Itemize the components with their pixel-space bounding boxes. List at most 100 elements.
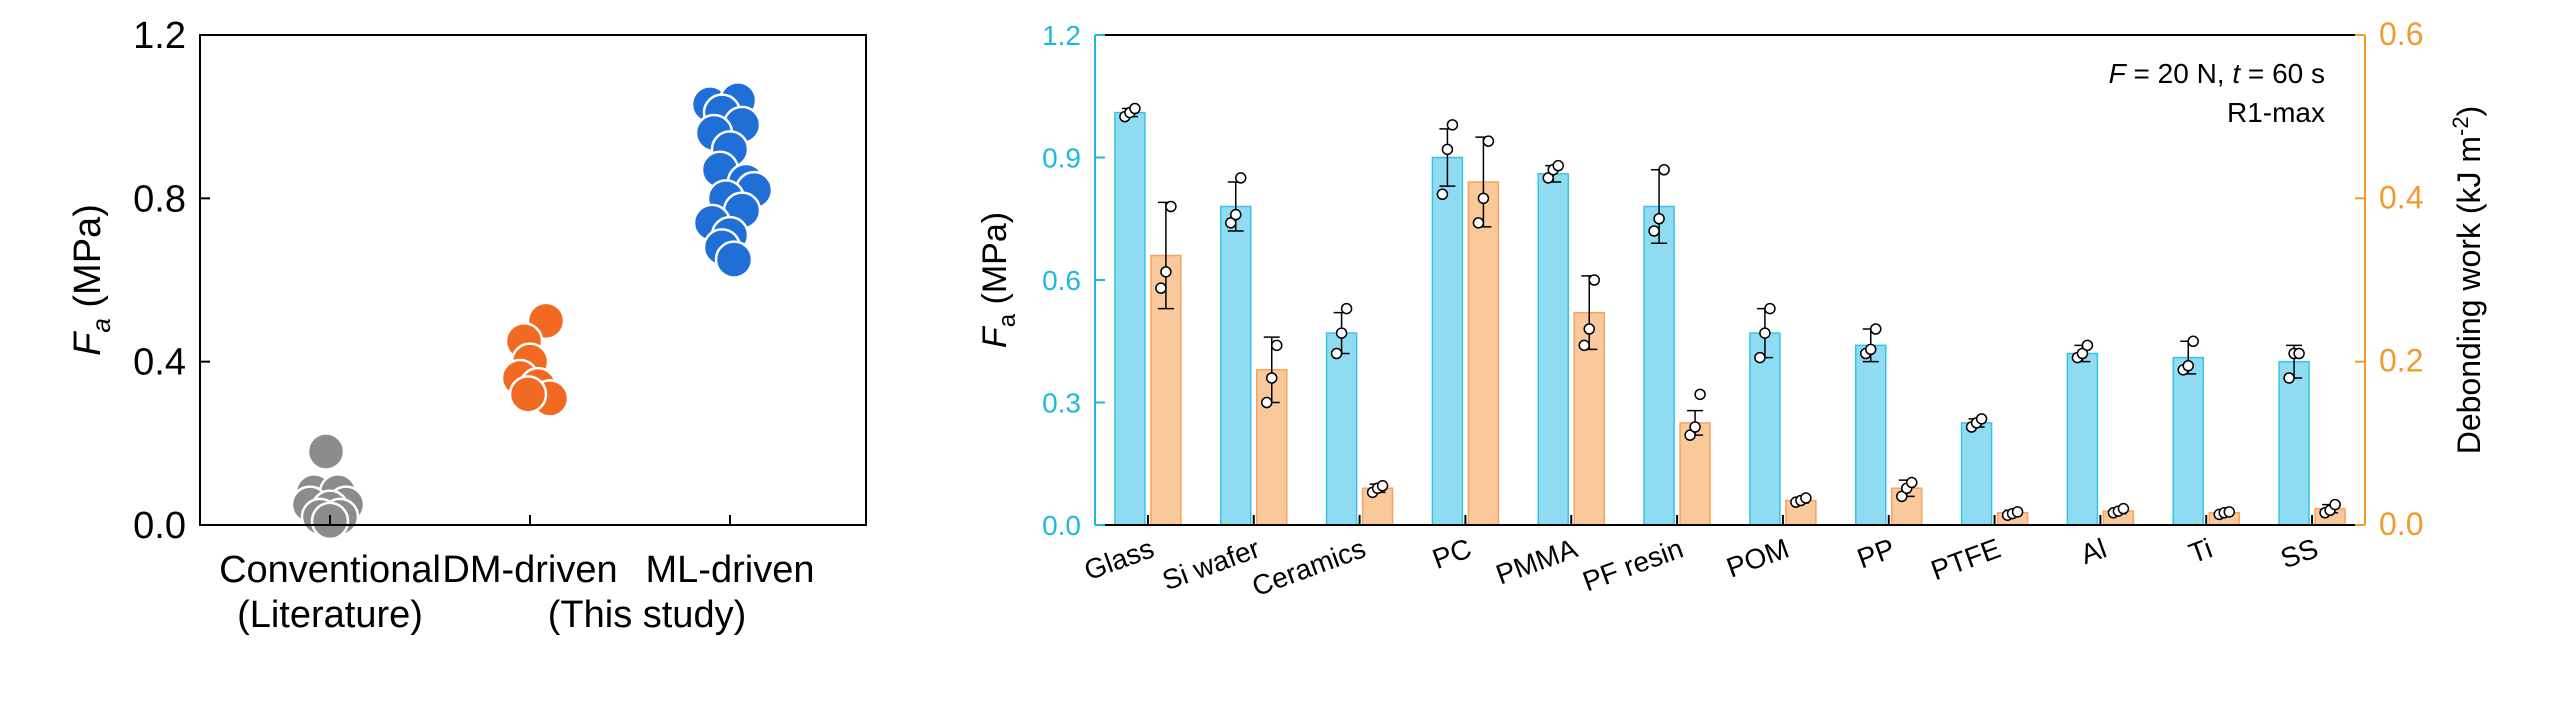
- bar: [1643, 205, 1675, 526]
- bar-data-point: [1271, 339, 1283, 352]
- bar-y2-tick-label: 0.6: [2379, 16, 2423, 52]
- bar-y-tick-label: 0.6: [1042, 265, 1081, 296]
- scatter-y-tick-label: 0.8: [133, 178, 186, 220]
- bar-x-tick-label: PP: [1853, 533, 1899, 575]
- bar-y-tick-label: 0.0: [1042, 510, 1081, 541]
- scatter-x-tick-label: ML-driven: [646, 549, 815, 591]
- scatter-y-tick-label: 0.4: [133, 342, 186, 384]
- bar-data-point: [1472, 217, 1485, 229]
- bar-data-point: [1261, 396, 1273, 409]
- bar-data-point: [1658, 164, 1670, 176]
- bar-data-point: [1441, 143, 1454, 156]
- scatter-series: [500, 301, 570, 418]
- bar-data-point: [1684, 429, 1696, 441]
- bar-left-y-ticks: 0.0 0.3 0.6 0.9 1.2: [1042, 20, 1105, 541]
- bar-data-point: [1906, 476, 1918, 489]
- bar-data-point: [1583, 323, 1595, 335]
- bar: [1749, 332, 1781, 526]
- bar-data-point: [1230, 208, 1242, 221]
- bar-y2-label: Debonding work (kJ m-2): [2448, 106, 2487, 455]
- bar-data-point: [1330, 347, 1343, 360]
- bar-y-tick-label: 1.2: [1042, 20, 1081, 51]
- scatter-plot-area: [290, 81, 774, 541]
- scatter-x-labels: Conventional(Literature) DM-driven ML-driv…: [219, 515, 814, 636]
- scatter-panel: 0.0 0.4 0.8 1.2 Conventional(Literature) DM-…: [67, 15, 867, 636]
- scatter-point: [508, 375, 548, 414]
- bar-data-point: [1870, 323, 1882, 335]
- scatter-point: [306, 432, 346, 471]
- bar-data-point: [1446, 119, 1459, 131]
- bar-data-point: [2293, 347, 2305, 360]
- bar: [2066, 352, 2099, 526]
- bar-data-point: [1482, 135, 1495, 147]
- bar: [1467, 181, 1500, 526]
- bar: [1679, 422, 1711, 526]
- bar-data-point: [2081, 339, 2094, 352]
- bar: [2278, 360, 2310, 526]
- bar-data-point: [1865, 343, 1877, 356]
- bar-x-tick-label: Al: [2076, 533, 2110, 571]
- scatter-series: [290, 432, 366, 541]
- bar-y-tick-label: 0.3: [1042, 388, 1081, 419]
- bar-data-point: [2076, 347, 2089, 360]
- bar-data-point: [2223, 506, 2235, 518]
- bar-data-point: [1235, 172, 1247, 184]
- bar-data-point: [1129, 102, 1141, 115]
- bar-data-point: [1165, 200, 1177, 213]
- bar-data-point: [2182, 360, 2194, 372]
- bar-data-point: [1653, 213, 1665, 225]
- bar-data-point: [1588, 274, 1600, 286]
- bar-data-point: [1648, 225, 1660, 237]
- scatter-point: [714, 240, 754, 279]
- scatter-frame: [199, 34, 867, 526]
- bar-data-point: [1754, 351, 1766, 364]
- bar-data-point: [1896, 490, 1908, 503]
- bar-data-point: [2283, 372, 2295, 384]
- bar-data-point: [2117, 502, 2130, 515]
- bar-x-tick-label: Glass: [1080, 533, 1158, 587]
- bar-y2-tick-label: 0.2: [2379, 343, 2423, 379]
- bar-data-point: [1436, 188, 1449, 200]
- bar-x-tick-label: SS: [2276, 533, 2322, 575]
- bar-x-tick-label: Ceramics: [1248, 533, 1370, 603]
- bar-data-point: [1975, 413, 1988, 425]
- bar-x-tick-label: POM: [1722, 533, 1793, 584]
- scatter-x-tick-sublabel: (Literature): [237, 594, 423, 636]
- bar-series: [1150, 135, 2346, 526]
- scatter-x-tick-label: DM-driven: [442, 549, 617, 591]
- bar-y2-tick-label: 0.0: [2379, 506, 2423, 542]
- bar-data-point: [1764, 302, 1776, 315]
- bar-y-tick-label: 0.9: [1042, 143, 1081, 174]
- bar: [1960, 422, 1993, 526]
- bar-data-point: [1800, 492, 1812, 504]
- bar-annotation-conditions: F = 20 N, t = 60 s: [2109, 58, 2325, 89]
- bar-x-tick-label: Si wafer: [1158, 533, 1264, 597]
- bar: [1431, 156, 1464, 526]
- scatter-x-tick-label: Conventional: [219, 549, 441, 591]
- bar-plot-area: [1114, 102, 2346, 526]
- bar-x-tick-label: PC: [1428, 533, 1475, 575]
- bar: [1325, 332, 1358, 526]
- bar-data-point: [1266, 372, 1278, 384]
- bar-data-point: [1155, 282, 1167, 294]
- bar-data-point: [2187, 335, 2199, 347]
- bar-data-point: [2329, 498, 2341, 511]
- bar-data-point: [1340, 302, 1353, 315]
- bar-x-tick-label: PF resin: [1579, 533, 1688, 598]
- bar-data-point: [1552, 159, 1564, 172]
- bar: [2172, 356, 2204, 526]
- scatter-y-ticks: 0.0 0.4 0.8 1.2: [133, 15, 210, 547]
- bar-data-point: [1376, 480, 1389, 492]
- bar-panel: 0.0 0.3 0.6 0.9 1.2 0.0 0.2 0.4 0.6 Glass Si waf…: [976, 16, 2487, 602]
- bar-data-point: [1477, 192, 1490, 205]
- bar: [1220, 205, 1252, 526]
- bar: [1114, 111, 1146, 526]
- bar-data-point: [1759, 327, 1771, 339]
- bar-x-tick-label: PMMA: [1492, 532, 1582, 590]
- scatter-y-label: Fa (MPa): [67, 204, 116, 356]
- bar-data-point: [1225, 217, 1237, 229]
- bar-data-point: [1542, 172, 1554, 184]
- bar: [1855, 344, 1887, 526]
- bar-data-point: [1160, 266, 1172, 278]
